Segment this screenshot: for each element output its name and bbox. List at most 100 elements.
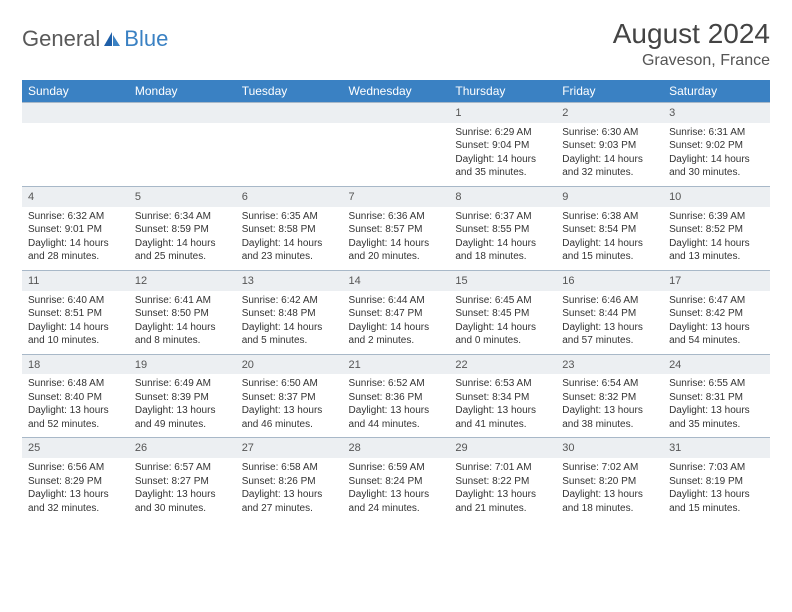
sunset-text: Sunset: 8:57 PM (349, 223, 444, 237)
day-number-cell: 14 (343, 270, 450, 290)
daylight-text: Daylight: 13 hours (455, 404, 550, 418)
sunset-text: Sunset: 8:54 PM (562, 223, 657, 237)
sunset-text: Sunset: 9:02 PM (669, 139, 764, 153)
sunrise-text: Sunrise: 6:53 AM (455, 377, 550, 391)
sunrise-text: Sunrise: 6:45 AM (455, 294, 550, 308)
daylight-text: Daylight: 14 hours (242, 321, 337, 335)
day-number-cell: 17 (663, 270, 770, 290)
daylight-text: Daylight: 13 hours (669, 404, 764, 418)
sunrise-text: Sunrise: 6:57 AM (135, 461, 230, 475)
day-number-cell: 12 (129, 270, 236, 290)
daylight-text: and 15 minutes. (669, 502, 764, 516)
sunset-text: Sunset: 8:31 PM (669, 391, 764, 405)
day-number-cell: 3 (663, 103, 770, 123)
sunrise-text: Sunrise: 6:40 AM (28, 294, 123, 308)
daylight-text: and 30 minutes. (135, 502, 230, 516)
day-number-row: 18192021222324 (22, 354, 770, 374)
day-info-cell: Sunrise: 6:37 AMSunset: 8:55 PMDaylight:… (449, 207, 556, 271)
sunrise-text: Sunrise: 6:56 AM (28, 461, 123, 475)
day-number-cell: 29 (449, 438, 556, 458)
daylight-text: and 28 minutes. (28, 250, 123, 264)
weekday-header: Friday (556, 80, 663, 103)
weekday-header-row: SundayMondayTuesdayWednesdayThursdayFrid… (22, 80, 770, 103)
daylight-text: Daylight: 14 hours (669, 153, 764, 167)
day-number-cell: 31 (663, 438, 770, 458)
day-info-cell: Sunrise: 6:50 AMSunset: 8:37 PMDaylight:… (236, 374, 343, 438)
page-header: General Blue August 2024 Graveson, Franc… (22, 18, 770, 70)
daylight-text: Daylight: 14 hours (455, 321, 550, 335)
sunrise-text: Sunrise: 6:39 AM (669, 210, 764, 224)
sunset-text: Sunset: 8:45 PM (455, 307, 550, 321)
sunset-text: Sunset: 8:42 PM (669, 307, 764, 321)
daylight-text: and 0 minutes. (455, 334, 550, 348)
day-info-cell: Sunrise: 6:47 AMSunset: 8:42 PMDaylight:… (663, 291, 770, 355)
sunset-text: Sunset: 9:04 PM (455, 139, 550, 153)
daylight-text: Daylight: 13 hours (562, 488, 657, 502)
daylight-text: and 57 minutes. (562, 334, 657, 348)
day-number-cell: 26 (129, 438, 236, 458)
day-info-cell: Sunrise: 7:02 AMSunset: 8:20 PMDaylight:… (556, 458, 663, 521)
daylight-text: and 32 minutes. (28, 502, 123, 516)
daylight-text: Daylight: 13 hours (455, 488, 550, 502)
day-info-cell: Sunrise: 6:31 AMSunset: 9:02 PMDaylight:… (663, 123, 770, 187)
day-number-cell: 13 (236, 270, 343, 290)
day-info-cell (343, 123, 450, 187)
daylight-text: and 24 minutes. (349, 502, 444, 516)
day-info-cell: Sunrise: 6:46 AMSunset: 8:44 PMDaylight:… (556, 291, 663, 355)
brand-logo: General Blue (22, 26, 168, 52)
daylight-text: and 46 minutes. (242, 418, 337, 432)
sunrise-text: Sunrise: 6:48 AM (28, 377, 123, 391)
sunrise-text: Sunrise: 6:50 AM (242, 377, 337, 391)
daylight-text: and 23 minutes. (242, 250, 337, 264)
sunset-text: Sunset: 9:01 PM (28, 223, 123, 237)
sunrise-text: Sunrise: 7:03 AM (669, 461, 764, 475)
day-number-cell (343, 103, 450, 123)
day-info-cell: Sunrise: 7:01 AMSunset: 8:22 PMDaylight:… (449, 458, 556, 521)
day-number-cell: 6 (236, 186, 343, 206)
day-number-cell: 2 (556, 103, 663, 123)
day-number-cell: 18 (22, 354, 129, 374)
sunset-text: Sunset: 8:37 PM (242, 391, 337, 405)
sunrise-text: Sunrise: 6:52 AM (349, 377, 444, 391)
day-number-cell: 8 (449, 186, 556, 206)
sunset-text: Sunset: 8:19 PM (669, 475, 764, 489)
sunset-text: Sunset: 8:50 PM (135, 307, 230, 321)
daylight-text: Daylight: 14 hours (28, 237, 123, 251)
day-info-row: Sunrise: 6:56 AMSunset: 8:29 PMDaylight:… (22, 458, 770, 521)
daylight-text: Daylight: 14 hours (349, 321, 444, 335)
day-number-cell: 22 (449, 354, 556, 374)
daylight-text: and 18 minutes. (562, 502, 657, 516)
day-number-row: 25262728293031 (22, 438, 770, 458)
sunset-text: Sunset: 8:39 PM (135, 391, 230, 405)
weekday-header: Thursday (449, 80, 556, 103)
sunset-text: Sunset: 8:26 PM (242, 475, 337, 489)
day-info-cell: Sunrise: 6:53 AMSunset: 8:34 PMDaylight:… (449, 374, 556, 438)
sunset-text: Sunset: 8:58 PM (242, 223, 337, 237)
daylight-text: Daylight: 13 hours (562, 321, 657, 335)
day-number-cell: 1 (449, 103, 556, 123)
sail-icon (102, 30, 122, 48)
sunrise-text: Sunrise: 6:42 AM (242, 294, 337, 308)
daylight-text: Daylight: 13 hours (135, 404, 230, 418)
day-info-cell: Sunrise: 6:35 AMSunset: 8:58 PMDaylight:… (236, 207, 343, 271)
sunset-text: Sunset: 8:22 PM (455, 475, 550, 489)
day-info-cell: Sunrise: 6:42 AMSunset: 8:48 PMDaylight:… (236, 291, 343, 355)
day-info-cell: Sunrise: 6:52 AMSunset: 8:36 PMDaylight:… (343, 374, 450, 438)
day-info-cell: Sunrise: 6:30 AMSunset: 9:03 PMDaylight:… (556, 123, 663, 187)
daylight-text: and 44 minutes. (349, 418, 444, 432)
day-info-cell: Sunrise: 6:57 AMSunset: 8:27 PMDaylight:… (129, 458, 236, 521)
daylight-text: Daylight: 13 hours (349, 404, 444, 418)
sunrise-text: Sunrise: 6:29 AM (455, 126, 550, 140)
sunset-text: Sunset: 8:20 PM (562, 475, 657, 489)
sunset-text: Sunset: 8:48 PM (242, 307, 337, 321)
day-info-cell: Sunrise: 6:45 AMSunset: 8:45 PMDaylight:… (449, 291, 556, 355)
weekday-header: Monday (129, 80, 236, 103)
day-info-cell: Sunrise: 6:49 AMSunset: 8:39 PMDaylight:… (129, 374, 236, 438)
day-number-cell: 10 (663, 186, 770, 206)
daylight-text: and 35 minutes. (455, 166, 550, 180)
sunset-text: Sunset: 8:51 PM (28, 307, 123, 321)
daylight-text: Daylight: 14 hours (669, 237, 764, 251)
day-info-row: Sunrise: 6:29 AMSunset: 9:04 PM Daylight:… (22, 123, 770, 187)
daylight-text: and 20 minutes. (349, 250, 444, 264)
sunset-text: Sunset: 8:34 PM (455, 391, 550, 405)
